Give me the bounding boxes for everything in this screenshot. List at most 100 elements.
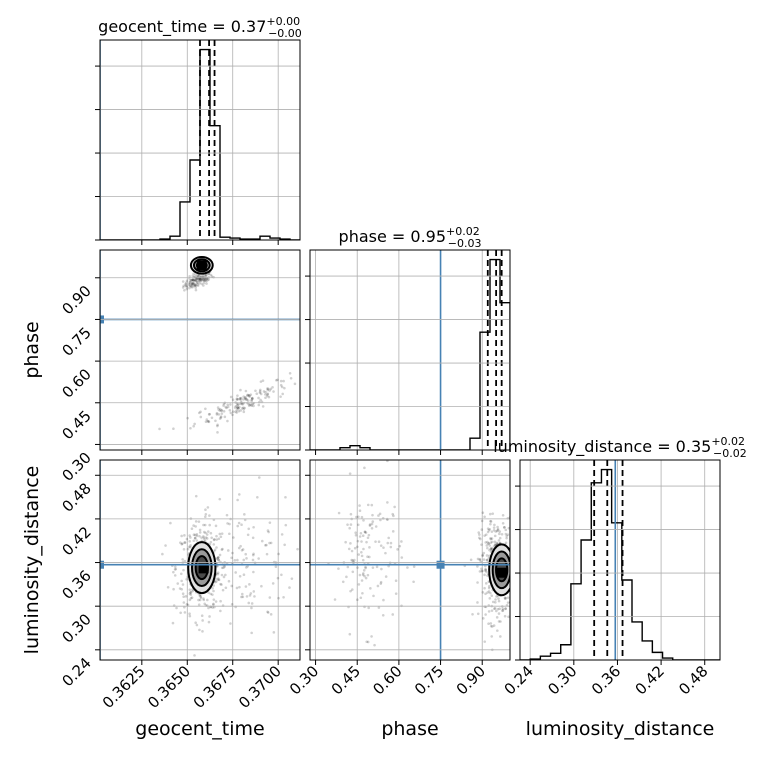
sample-point bbox=[241, 406, 244, 410]
sample-point bbox=[216, 571, 220, 574]
sample-point bbox=[197, 277, 201, 281]
sample-point bbox=[498, 532, 501, 536]
sample-point bbox=[212, 543, 216, 546]
sample-point bbox=[487, 610, 491, 613]
panel-content bbox=[100, 40, 300, 240]
sample-point bbox=[482, 558, 486, 561]
sample-point bbox=[175, 606, 178, 610]
sample-point bbox=[489, 547, 492, 551]
sample-point bbox=[219, 582, 222, 586]
sample-point bbox=[250, 396, 254, 400]
y-tick-label: 0.30 bbox=[58, 449, 94, 485]
sample-point bbox=[158, 427, 161, 431]
x-tick-label: 0.45 bbox=[328, 662, 364, 698]
sample-point bbox=[506, 601, 510, 604]
sample-point bbox=[271, 385, 274, 389]
sample-point bbox=[492, 545, 496, 548]
x-tick-label: 0.3675 bbox=[190, 662, 240, 712]
sample-point bbox=[184, 284, 188, 287]
sample-point bbox=[229, 411, 233, 415]
sample-point bbox=[500, 532, 504, 536]
sample-point bbox=[476, 557, 480, 561]
sample-point bbox=[232, 536, 235, 539]
sample-point bbox=[204, 274, 207, 278]
sample-point bbox=[204, 278, 208, 282]
sample-point bbox=[208, 523, 212, 527]
sample-point bbox=[188, 598, 192, 602]
sample-point bbox=[495, 595, 498, 598]
sample-point bbox=[354, 533, 358, 537]
sample-point bbox=[275, 378, 278, 382]
sample-point bbox=[208, 514, 211, 517]
sample-point bbox=[240, 595, 243, 599]
x-axis-label-geocent_time: geocent_time bbox=[135, 718, 264, 740]
sample-point bbox=[356, 523, 360, 527]
sample-point bbox=[220, 532, 224, 535]
sample-point bbox=[363, 574, 366, 578]
sample-point bbox=[484, 533, 488, 536]
sample-point bbox=[183, 611, 187, 614]
sample-point bbox=[484, 568, 488, 572]
x-tick-label: 0.75 bbox=[411, 662, 447, 698]
sample-point bbox=[513, 595, 516, 598]
sample-point bbox=[183, 288, 186, 292]
sample-point bbox=[501, 609, 504, 613]
sample-point bbox=[266, 387, 270, 391]
sample-point bbox=[224, 573, 227, 577]
sample-point bbox=[188, 588, 192, 592]
y-tick-label: 0.90 bbox=[58, 282, 94, 318]
sample-point bbox=[489, 536, 492, 540]
sample-point bbox=[210, 275, 214, 278]
sample-point bbox=[214, 580, 217, 584]
sample-point bbox=[191, 278, 194, 282]
sample-point bbox=[189, 284, 193, 288]
sample-point bbox=[485, 570, 488, 574]
y-tick-label: 0.30 bbox=[58, 610, 94, 646]
sample-point bbox=[296, 547, 299, 551]
sample-point bbox=[361, 591, 364, 595]
sample-point bbox=[346, 523, 349, 526]
sample-point bbox=[493, 534, 497, 538]
sample-point bbox=[481, 617, 485, 620]
sample-point bbox=[364, 566, 367, 570]
sample-point bbox=[349, 589, 352, 593]
sample-point bbox=[185, 287, 189, 291]
sample-point bbox=[501, 609, 505, 612]
sample-point bbox=[191, 282, 194, 286]
y-axis-label-luminosity_distance: luminosity_distance bbox=[21, 466, 43, 655]
sample-point bbox=[400, 556, 404, 559]
sample-point bbox=[235, 586, 239, 590]
sample-point bbox=[381, 613, 385, 617]
sample-point bbox=[492, 526, 496, 529]
sample-point bbox=[215, 411, 219, 415]
sample-point bbox=[242, 395, 245, 398]
sample-point bbox=[491, 512, 495, 515]
sample-point bbox=[188, 281, 191, 284]
sample-point bbox=[391, 530, 395, 533]
sample-point bbox=[412, 565, 416, 568]
sample-point bbox=[266, 529, 270, 532]
sample-point bbox=[194, 494, 198, 498]
sample-point bbox=[265, 394, 269, 398]
sample-point bbox=[247, 601, 251, 605]
sample-point bbox=[368, 555, 371, 559]
sample-point bbox=[489, 624, 493, 628]
sample-point bbox=[235, 408, 239, 412]
sample-point bbox=[188, 282, 192, 286]
sample-point bbox=[189, 281, 192, 284]
sample-point bbox=[188, 612, 191, 616]
sample-point bbox=[198, 279, 201, 283]
sample-point bbox=[190, 285, 193, 289]
sample-point bbox=[212, 589, 215, 593]
sample-point bbox=[254, 389, 257, 393]
sample-point bbox=[207, 591, 210, 594]
panel-content bbox=[100, 460, 300, 660]
sample-point bbox=[349, 512, 353, 516]
sample-point bbox=[212, 602, 215, 606]
sample-point bbox=[204, 536, 208, 539]
sample-point bbox=[484, 541, 487, 544]
sample-point bbox=[484, 613, 487, 616]
sample-point bbox=[198, 628, 201, 632]
sample-point bbox=[255, 392, 259, 396]
sample-point bbox=[218, 532, 222, 536]
